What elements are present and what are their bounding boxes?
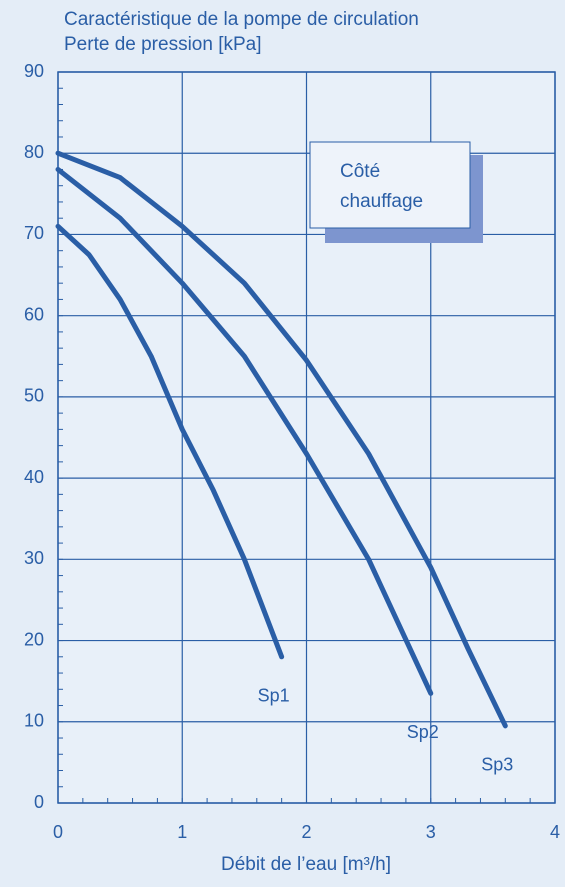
y-tick-label: 10 bbox=[24, 711, 44, 731]
x-tick-label: 4 bbox=[550, 822, 560, 842]
y-tick-label: 90 bbox=[24, 61, 44, 81]
line bbox=[55, 166, 434, 696]
series-label: Sp1 bbox=[258, 686, 290, 706]
annotation: chauffage bbox=[340, 191, 423, 212]
x-tick-label: 3 bbox=[426, 822, 436, 842]
y-tick-label: 80 bbox=[24, 142, 44, 162]
y-tick-label: 70 bbox=[24, 223, 44, 243]
annotation: Côté bbox=[340, 161, 380, 182]
series-label: Sp2 bbox=[407, 722, 439, 742]
y-axis-label: Perte de pression [kPa] bbox=[64, 34, 262, 55]
y-tick-label: 20 bbox=[24, 629, 44, 649]
x-tick-label: 2 bbox=[301, 822, 311, 842]
line bbox=[55, 223, 285, 660]
series-label: Sp3 bbox=[481, 755, 513, 775]
x-tick-label: 1 bbox=[177, 822, 187, 842]
y-tick-label: 0 bbox=[34, 792, 44, 812]
line bbox=[55, 150, 508, 729]
y-tick-label: 40 bbox=[24, 467, 44, 487]
y-tick-label: 30 bbox=[24, 548, 44, 568]
x-axis-label: Débit de l’eau [m³/h] bbox=[221, 854, 391, 875]
annotation-box bbox=[309, 141, 471, 229]
y-tick-label: 60 bbox=[24, 304, 44, 324]
chart-title: Caractéristique de la pompe de circulati… bbox=[64, 9, 419, 30]
y-tick-label: 50 bbox=[24, 386, 44, 406]
x-tick-label: 0 bbox=[53, 822, 63, 842]
